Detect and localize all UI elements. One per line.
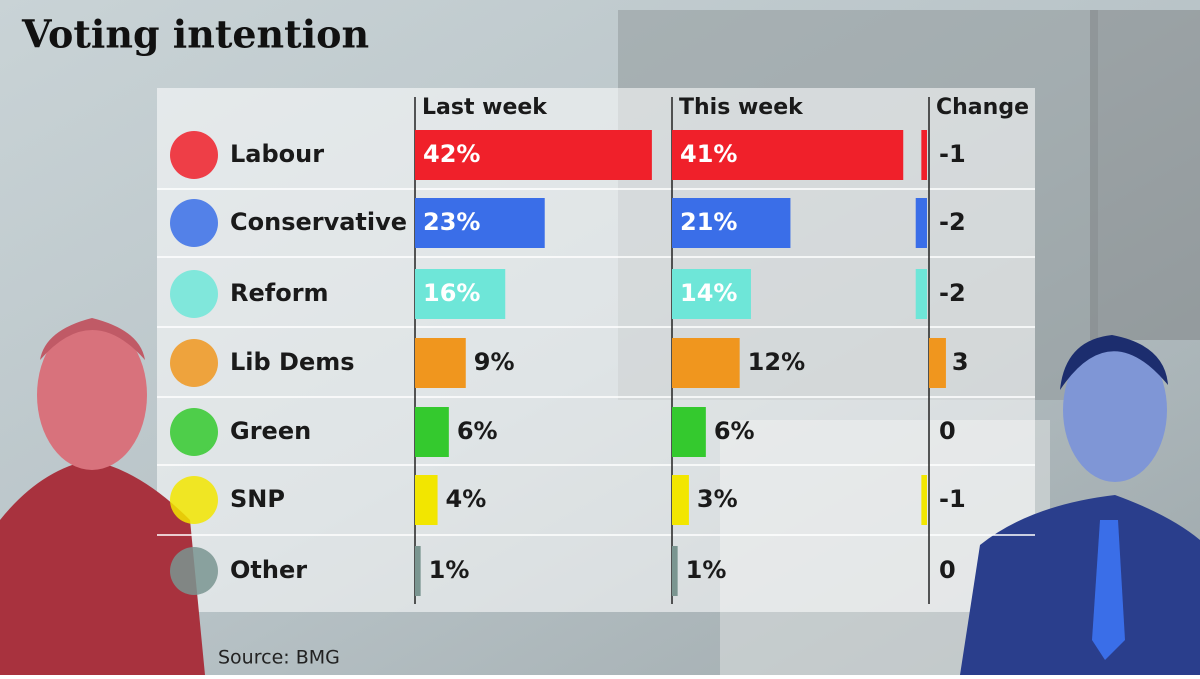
party-icon	[170, 408, 218, 456]
party-label: Reform	[230, 279, 329, 307]
bar	[672, 130, 904, 180]
value-label: 12%	[748, 348, 805, 376]
change-bar	[915, 198, 927, 248]
value-label: 1%	[686, 556, 727, 584]
value-label: 1%	[429, 556, 470, 584]
value-label: 9%	[474, 348, 515, 376]
bar	[415, 269, 506, 319]
value-label: 3%	[697, 485, 738, 513]
value-label: 14%	[680, 279, 737, 307]
change-bar	[921, 130, 927, 180]
change-bar	[929, 338, 946, 388]
change-label: -1	[939, 485, 966, 513]
source: Source: BMG	[218, 647, 340, 669]
bar	[672, 198, 791, 248]
party-label: SNP	[230, 485, 285, 513]
party-icon	[170, 131, 218, 179]
party-icon	[170, 339, 218, 387]
party-label: Green	[230, 417, 311, 445]
value-label: 16%	[423, 279, 480, 307]
value-label: 4%	[446, 485, 487, 513]
change-label: 3	[952, 348, 969, 376]
party-label: Conservative	[230, 208, 407, 236]
change-label: -2	[939, 279, 966, 307]
party-icon	[170, 199, 218, 247]
column-header: Last week	[422, 95, 548, 120]
bar	[415, 475, 438, 525]
party-icon	[170, 547, 218, 595]
bar	[672, 269, 751, 319]
change-label: 0	[939, 417, 956, 445]
value-label: 6%	[457, 417, 498, 445]
bar	[672, 338, 740, 388]
column-header: Change	[936, 95, 1029, 120]
party-icon	[170, 476, 218, 524]
change-bar	[921, 475, 927, 525]
brick-wall	[1090, 10, 1200, 340]
bar	[415, 407, 449, 457]
value-label: 42%	[423, 140, 480, 168]
party-icon	[170, 270, 218, 318]
party-label: Lib Dems	[230, 348, 355, 376]
value-label: 21%	[680, 208, 737, 236]
change-label: -1	[939, 140, 966, 168]
bar	[672, 475, 689, 525]
left-person	[0, 318, 205, 675]
change-bar	[915, 269, 927, 319]
bar	[672, 407, 706, 457]
bar	[415, 198, 545, 248]
bar	[415, 338, 466, 388]
right-person	[960, 335, 1200, 675]
bar	[672, 546, 678, 596]
chart-title: Voting intention	[21, 12, 369, 57]
bar	[415, 546, 421, 596]
change-label: -2	[939, 208, 966, 236]
change-label: 0	[939, 556, 956, 584]
party-label: Other	[230, 556, 307, 584]
value-label: 23%	[423, 208, 480, 236]
column-header: This week	[679, 95, 804, 120]
party-label: Labour	[230, 140, 324, 168]
value-label: 6%	[714, 417, 755, 445]
bar	[415, 130, 652, 180]
value-label: 41%	[680, 140, 737, 168]
